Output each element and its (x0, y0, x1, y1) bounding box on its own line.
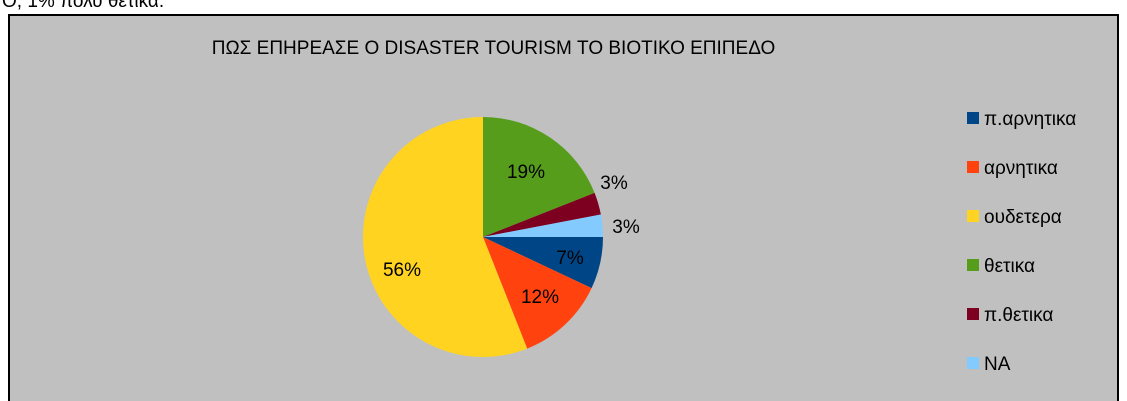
data-label-thetika: 19% (507, 162, 545, 183)
data-label-oudetera: 56% (383, 260, 421, 281)
chart-title: ΠΩΣ ΕΠΗΡΕΑΣΕ Ο DISASTER TOURISM ΤΟ ΒΙΟΤΙ… (211, 38, 776, 59)
header-text: Ο, 1% πολύ θετικά. (2, 0, 165, 12)
pie-slice-arnitika (483, 237, 592, 349)
pie-slice-p-thetika (483, 192, 601, 237)
legend-swatch-p-arnitika (967, 112, 979, 124)
pie-slice-na (483, 214, 603, 237)
data-label-na: 3% (612, 217, 640, 238)
legend-label-oudetera: ουδετερα (984, 207, 1062, 228)
legend-label-p-arnitika: π.αρνητικα (984, 109, 1076, 130)
legend-swatch-arnitika (967, 161, 979, 173)
chart-area: ΠΩΣ ΕΠΗΡΕΑΣΕ Ο DISASTER TOURISM ΤΟ ΒΙΟΤΙ… (8, 14, 1119, 401)
legend-label-arnitika: αρνητικα (984, 158, 1058, 179)
legend-swatch-thetika (967, 259, 979, 271)
pie-chart: 7% 12% 56% 19% 3% 3% π.αρνητικα αρνητικα ουδετε… (362, 109, 1076, 375)
legend-label-na: NA (984, 354, 1011, 375)
data-label-p-arnitika: 7% (556, 248, 584, 269)
pie-slices (362, 116, 603, 357)
legend-label-p-thetika: π.θετικα (984, 305, 1053, 326)
pie-slice-thetika (483, 117, 595, 237)
legend-label-thetika: θετικα (984, 256, 1035, 277)
data-label-p-thetika: 3% (600, 173, 628, 194)
pie-slice-oudetera (362, 116, 528, 357)
legend-swatch-p-thetika (967, 308, 979, 320)
data-label-arnitika: 12% (521, 287, 559, 308)
legend: π.αρνητικα αρνητικα ουδετερα θετικα π.θετικα… (967, 109, 1076, 375)
pie-labels: 7% 12% 56% 19% 3% 3% (383, 162, 640, 308)
legend-swatch-na (967, 357, 979, 369)
pie-slice-p-arnitika (483, 237, 603, 289)
legend-swatch-oudetera (967, 210, 979, 222)
